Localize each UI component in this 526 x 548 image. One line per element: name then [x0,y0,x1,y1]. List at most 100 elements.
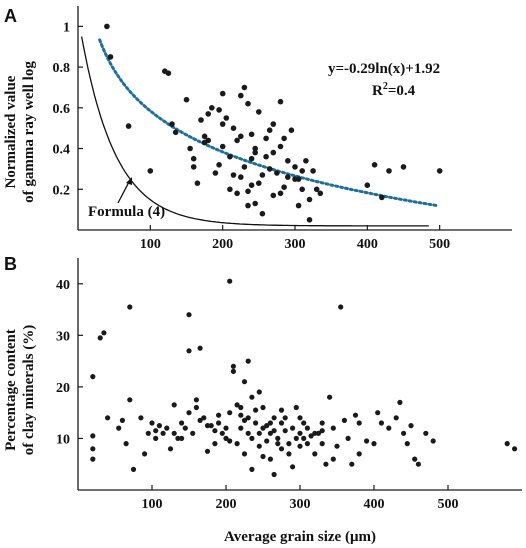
y-tick-label: 0.4 [53,143,71,158]
data-point [408,423,414,429]
y-tick-label: 40 [56,278,70,293]
data-point [267,456,273,462]
data-point [123,441,129,447]
panel-b: B Percentage content of clay minerals (%… [3,254,522,545]
data-point [286,451,292,457]
data-point [299,168,306,174]
data-point [264,438,270,444]
data-point [290,425,296,431]
data-point [241,417,248,423]
data-point [216,162,222,168]
data-point [313,186,320,193]
data-point [238,412,244,418]
data-point [238,92,244,99]
data-point [216,420,222,426]
panel-a: A Normalized value of gamma ray well log… [3,6,512,252]
data-point [127,304,133,310]
data-point [190,164,197,170]
x-tick-label: 500 [429,237,450,252]
data-point [160,430,166,436]
y-tick-label: 0.2 [53,183,71,198]
data-point [186,348,192,354]
data-point [274,170,280,176]
data-point [190,155,197,162]
data-point [197,345,203,351]
data-point [90,456,96,462]
data-point [245,358,251,364]
data-point [319,441,325,447]
data-point [266,166,273,172]
data-point [238,404,244,411]
data-point [245,100,251,107]
formula-arrow-head [126,177,132,185]
data-point [323,461,329,467]
data-point [371,162,378,168]
data-point [271,415,277,421]
data-point [167,446,174,452]
data-point [230,125,237,131]
data-point [138,415,144,421]
data-point [245,415,251,421]
data-point [379,194,385,201]
data-point [259,210,266,217]
data-point [252,145,258,152]
data-point [364,182,371,188]
data-point [297,415,303,421]
data-point [401,430,407,436]
data-point [356,420,362,426]
data-point [190,430,196,436]
data-point [241,164,248,170]
data-point [252,149,258,156]
data-point [285,158,291,164]
data-point [248,155,255,162]
data-point [293,404,299,411]
data-point [219,143,226,150]
data-point [330,456,336,462]
data-point [412,456,418,462]
data-point [204,423,211,429]
y-tick-label: 1 [63,20,70,35]
data-point [127,397,133,403]
data-point [223,435,229,441]
data-point [212,441,218,447]
data-point [197,417,203,423]
data-point [275,435,281,441]
data-point [334,443,340,449]
panel-b-ylabel-line1: Percentage content [3,329,19,451]
data-point [301,435,307,441]
x-tick-label: 100 [142,497,163,512]
data-point [266,127,273,133]
data-point [386,168,392,174]
data-point [182,425,188,431]
data-point [270,121,277,127]
data-point [107,54,114,60]
data-point [179,420,185,426]
data-point [227,278,233,284]
data-point [90,374,96,380]
data-point [267,430,273,436]
data-point [249,435,255,441]
data-point [364,438,370,444]
data-point [248,182,255,188]
data-point [310,168,316,174]
data-point [260,425,266,431]
data-point [209,105,215,111]
panel-b-ylabel-line2: of clay minerals (%) [21,325,37,455]
formula-label: Formula (4) [88,204,165,220]
data-point [153,435,159,441]
data-point [255,109,262,115]
data-point [436,168,443,174]
data-point [303,158,309,164]
data-point [400,164,407,170]
data-point [216,412,222,418]
data-point [219,430,225,436]
data-point [278,420,285,426]
data-point [230,172,237,178]
panel-a-ticks: 100 200 300 400 500 0.2 0.4 0.6 0.8 1 [53,6,512,252]
data-point [281,184,287,190]
data-point [145,430,151,436]
data-point [245,202,251,209]
data-point [423,430,429,436]
data-point [249,394,255,400]
